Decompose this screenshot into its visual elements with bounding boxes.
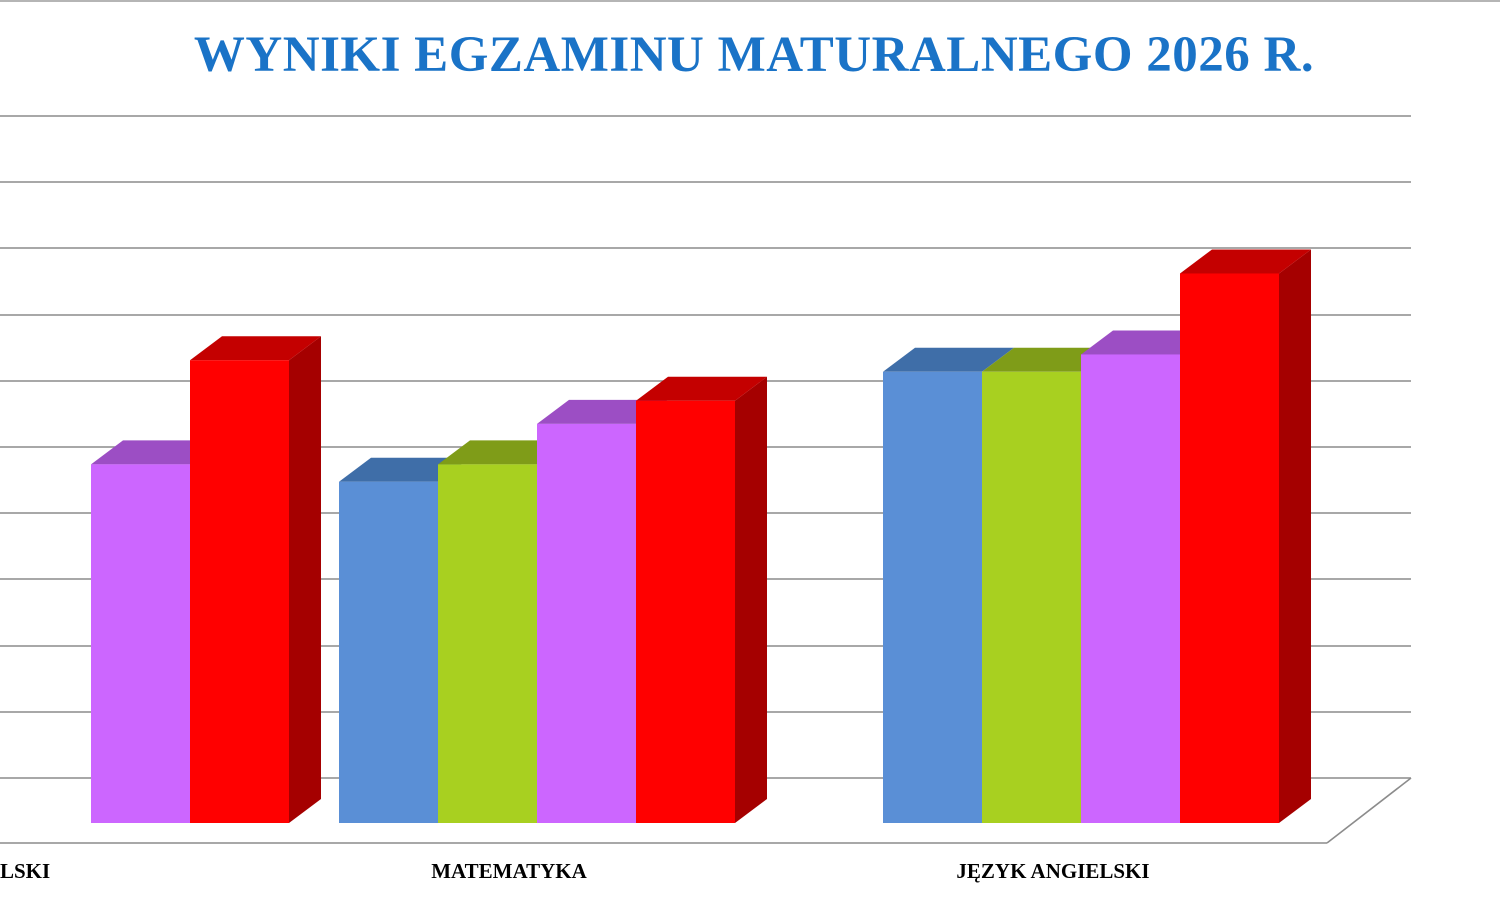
category-label: MATEMATYKA (431, 859, 587, 883)
bar-top-face (982, 347, 1113, 372)
bar-side-face (735, 376, 767, 823)
bar-front-face (982, 371, 1081, 823)
category-label: LSKI (0, 859, 50, 883)
bar (636, 376, 767, 823)
chart-title: WYNIKI EGZAMINU MATURALNEGO 2026 R. (193, 27, 1315, 83)
bar-top-face (339, 457, 470, 482)
bar (339, 457, 470, 823)
bar-front-face (438, 464, 537, 823)
bar-side-face (1279, 249, 1311, 823)
bar (883, 347, 1014, 823)
floor-right-edge (1326, 777, 1412, 844)
bar-front-face (1180, 273, 1279, 824)
bar-front-face (883, 371, 982, 823)
bar-top-face (636, 376, 767, 401)
chart-floor (0, 777, 1412, 844)
bar-side-face (289, 336, 321, 823)
bar-top-face (1081, 330, 1212, 355)
category-labels: LSKI MATEMATYKA JĘZYK ANGIELSKI (0, 859, 1150, 883)
bar (438, 440, 569, 823)
category-label: JĘZYK ANGIELSKI (956, 859, 1149, 883)
bar (982, 347, 1113, 823)
bar-front-face (537, 423, 636, 823)
bar-front-face (339, 481, 438, 823)
bar (190, 336, 321, 823)
bar (1081, 330, 1212, 823)
bar-front-face (1081, 354, 1180, 823)
bar (1180, 249, 1311, 824)
bar-top-face (883, 347, 1014, 372)
bar-top-face (537, 399, 668, 424)
bar-front-face (636, 400, 735, 823)
bar-top-face (438, 440, 569, 465)
bar-top-face (190, 336, 321, 361)
bars (91, 249, 1311, 824)
bar-top-face (91, 440, 222, 465)
bar-front-face (91, 464, 190, 823)
bar (537, 399, 668, 823)
bar (91, 440, 222, 823)
top-border-line (0, 0, 1500, 2)
bar-front-face (190, 360, 289, 823)
bar-top-face (1180, 249, 1311, 274)
